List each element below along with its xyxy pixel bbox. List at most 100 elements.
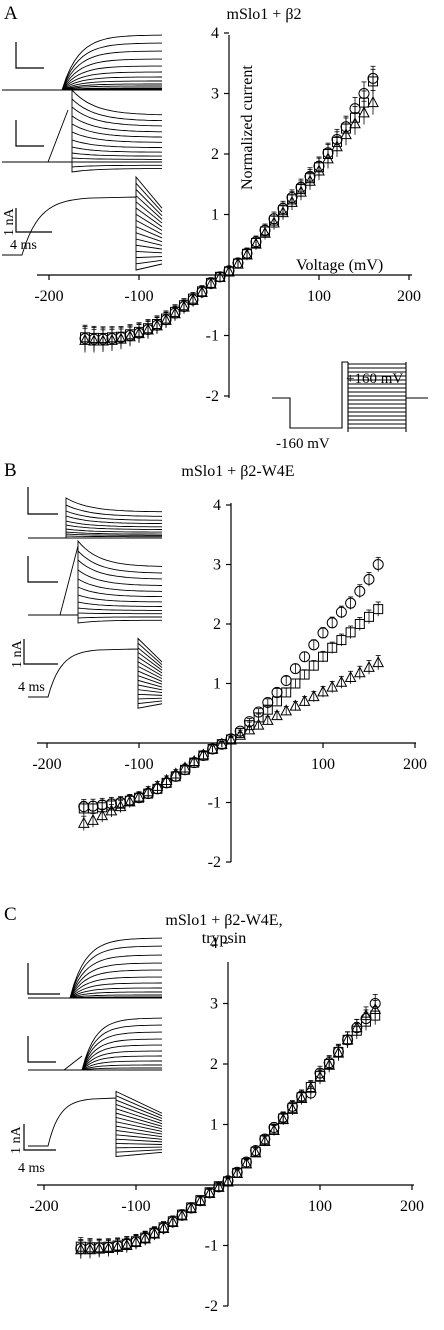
panel-b-letter: B (4, 460, 17, 481)
data-point-triangle (240, 1157, 253, 1169)
panel-c-current-scale-label: 1 nA (9, 1126, 24, 1155)
data-point-triangle (142, 785, 155, 797)
data-point-triangle (151, 319, 163, 331)
data-point-triangle (268, 216, 280, 228)
data-point-triangle (344, 670, 357, 683)
data-point-triangle (93, 1242, 106, 1254)
x-tick-label: -100 (124, 288, 153, 305)
data-point-triangle (196, 285, 208, 298)
data-point-triangle (222, 1175, 234, 1187)
data-point-square (281, 687, 292, 698)
y-tick-label: -1 (206, 328, 219, 345)
data-point-triangle (106, 333, 118, 345)
data-point-triangle (358, 106, 370, 118)
y-tick-label: -2 (205, 1298, 218, 1315)
data-point-triangle (286, 1102, 299, 1114)
data-point-square (345, 627, 356, 638)
data-point-triangle (215, 737, 228, 749)
data-point-triangle (130, 1235, 142, 1247)
y-tick-label: 3 (210, 996, 218, 1013)
data-point-triangle (307, 690, 320, 702)
data-point-triangle (341, 1033, 354, 1045)
panel-c-title-line-2: trypsin (202, 930, 246, 947)
data-point-triangle (105, 804, 118, 816)
data-point-triangle (97, 334, 109, 346)
data-point-triangle (77, 816, 90, 828)
data-point-square (299, 669, 310, 680)
data-point-triangle (335, 675, 348, 687)
data-point-square (368, 76, 378, 87)
data-point-circle (299, 651, 311, 663)
data-point-triangle (241, 248, 253, 260)
data-point-triangle (243, 723, 256, 735)
y-axis-label: Normalized current (239, 65, 256, 190)
panel-c-letter: C (4, 904, 17, 925)
data-point-triangle (178, 300, 190, 312)
y-tick-label: 3 (213, 557, 221, 574)
data-point-square (308, 660, 319, 671)
x-tick-label: 200 (403, 756, 427, 773)
y-tick-label: 4 (210, 935, 218, 952)
data-point-triangle (231, 1166, 244, 1179)
data-point-triangle (340, 128, 352, 140)
x-tick-label: -100 (124, 756, 153, 773)
data-point-triangle (367, 96, 379, 108)
x-axis-label: Voltage (mV) (296, 257, 383, 274)
y-tick-label: -1 (208, 795, 221, 812)
data-point-triangle (88, 334, 100, 346)
data-point-triangle (185, 1202, 198, 1214)
data-point-triangle (133, 790, 145, 802)
data-point-square (272, 696, 282, 707)
data-point-triangle (84, 1243, 96, 1255)
data-point-triangle (252, 718, 265, 730)
data-point-triangle (133, 327, 145, 339)
data-point-triangle (169, 307, 181, 319)
data-point-triangle (271, 709, 283, 721)
data-point-triangle (289, 699, 302, 711)
data-point-triangle (102, 1241, 115, 1254)
y-tick-label: 2 (213, 616, 221, 633)
data-point-circle (335, 606, 347, 618)
data-point-triangle (261, 713, 274, 725)
data-point-triangle (277, 1113, 290, 1125)
x-tick-label: -100 (121, 1198, 150, 1215)
panel-c-data-marks (74, 994, 382, 1259)
data-point-triangle (96, 809, 109, 821)
data-point-triangle (250, 237, 262, 249)
panel-c-scale-bars (23, 963, 60, 1151)
y-tick-label: 4 (211, 25, 219, 42)
data-point-triangle (176, 1209, 188, 1221)
data-point-circle (317, 627, 329, 639)
panel-b-axes: -200 -100 100 200 -2 -1 1 2 3 4 (32, 497, 427, 871)
y-tick-label: -2 (208, 854, 221, 871)
data-point-triangle (363, 660, 375, 672)
data-point-triangle (372, 656, 385, 668)
panel-a-title: mSlo1 + β2 (227, 6, 302, 23)
x-tick-label: -200 (34, 288, 63, 305)
protocol-depolarized-label: +160 mV (346, 371, 403, 387)
data-point-triangle (360, 1009, 372, 1021)
data-point-triangle (157, 1221, 170, 1234)
data-point-square (290, 678, 301, 689)
data-point-triangle (286, 195, 298, 207)
data-point-triangle (194, 1194, 207, 1206)
panel-a-letter: A (4, 3, 18, 24)
data-point-triangle (205, 277, 217, 289)
panel-b-scale-bars (23, 487, 58, 665)
data-point-triangle (280, 704, 293, 716)
y-tick-label: -1 (205, 1238, 218, 1255)
data-point-circle (354, 585, 366, 597)
data-point-triangle (151, 779, 164, 791)
data-point-triangle (326, 680, 339, 692)
data-point-triangle (160, 313, 172, 325)
panel-c: C mSlo1 + β2-W4E, trypsin -200 -100 100 200… (4, 904, 424, 1315)
data-point-triangle (295, 1091, 308, 1103)
x-tick-label: -200 (32, 756, 61, 773)
data-point-triangle (87, 813, 99, 825)
data-point-circle (289, 663, 301, 675)
panel-c-axes: -200 -100 100 200 -2 -1 1 2 3 4 (29, 935, 424, 1315)
x-tick-label: 200 (397, 288, 421, 305)
data-point-triangle (322, 152, 334, 164)
data-point-square (336, 635, 347, 646)
